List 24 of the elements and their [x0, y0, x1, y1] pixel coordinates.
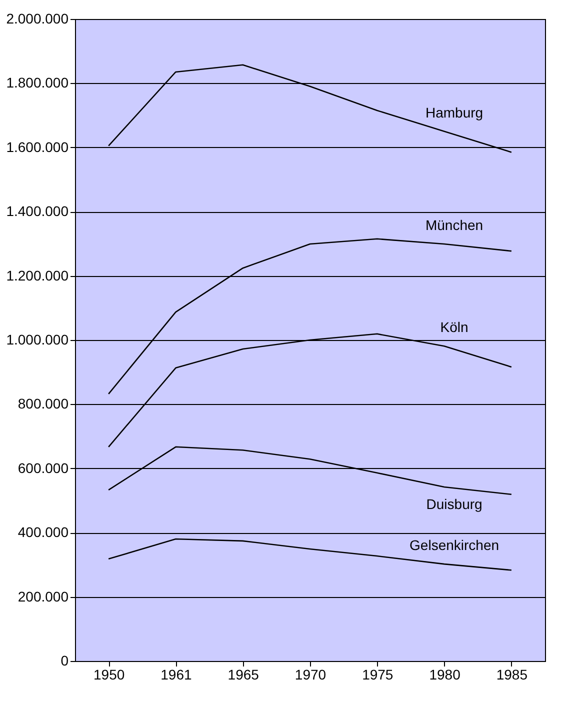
series-label: Gelsenkirchen [410, 537, 500, 554]
y-tick-label: 800.000 [18, 396, 69, 412]
x-tick-label: 1975 [362, 666, 394, 682]
y-tick-label: 1.200.000 [6, 267, 69, 284]
y-tick-label: 1.000.000 [6, 332, 69, 348]
x-tick-label: 1965 [228, 666, 260, 682]
series-label: Köln [440, 319, 468, 336]
series-label: Duisburg [426, 496, 482, 512]
y-tick-label: 400.000 [18, 524, 69, 540]
line-series [108, 538, 512, 571]
x-tick-label: 1970 [294, 666, 326, 682]
x-tick-label: 1980 [429, 666, 461, 682]
series-label: München [425, 217, 484, 234]
y-tick-label: 1.600.000 [6, 138, 69, 155]
y-tick-label: 2.000.000 [6, 10, 69, 26]
y-tick-label: 600.000 [18, 460, 69, 476]
x-tick-label: 1985 [496, 666, 528, 682]
y-tick-label: 1.400.000 [6, 203, 69, 220]
x-tick-label: 1961 [160, 666, 192, 682]
y-tick-label: 1.800.000 [6, 74, 69, 91]
y-tick-label: 0 [60, 652, 69, 668]
series-label: Hamburg [425, 104, 484, 120]
y-tick-label: 200.000 [18, 588, 69, 604]
x-tick-label: 1950 [93, 666, 125, 682]
